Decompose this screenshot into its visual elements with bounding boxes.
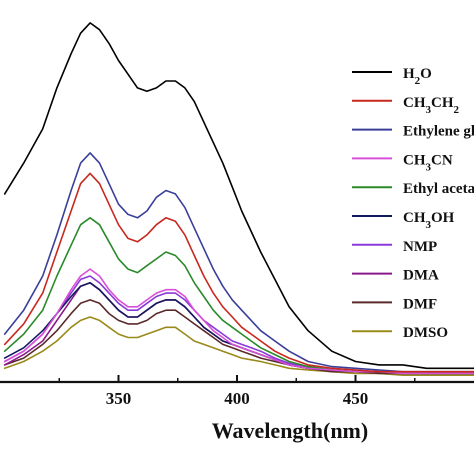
plot-lines [3, 22, 474, 377]
legend-label: CH3CN [403, 152, 453, 173]
legend-label: DMA [403, 268, 439, 284]
legend-item-3: CH3CN [352, 152, 453, 173]
legend-item-9: DMSO [352, 325, 448, 341]
x-ticks: 350 400 450 [58, 375, 416, 408]
x-tick-label-1: 400 [224, 389, 250, 408]
legend-item-6: NMP [352, 239, 437, 255]
legend-item-1: CH3CH2 [352, 95, 460, 116]
series-line-2 [3, 152, 474, 373]
series-line-8 [3, 299, 474, 375]
series-line-3 [3, 268, 474, 375]
series-line-0 [3, 22, 474, 370]
x-tick-label-0: 350 [106, 389, 132, 408]
legend-label: CH3OH [403, 210, 455, 231]
legend-label: Ethylene glycol [403, 124, 474, 140]
legend-label: CH3CH2 [403, 95, 460, 116]
legend-label: Ethyl acetate [403, 181, 474, 197]
legend-item-8: DMF [352, 296, 437, 312]
legend-item-0: H2O [352, 66, 432, 87]
legend-item-2: Ethylene glycol [352, 124, 474, 140]
series-line-1 [3, 172, 474, 373]
x-tick-label-2: 450 [343, 389, 369, 408]
legend: H2O CH3CH2 Ethylene glycol CH3CN Ethyl aceta… [352, 66, 474, 341]
legend-item-5: CH3OH [352, 210, 455, 231]
legend-item-4: Ethyl acetate [352, 181, 474, 197]
legend-label: DMF [403, 296, 437, 312]
x-axis-title: Wavelength(nm) [212, 418, 368, 443]
legend-label: NMP [403, 239, 437, 255]
legend-item-7: DMA [352, 268, 439, 284]
legend-label: DMSO [403, 325, 448, 341]
legend-label: H2O [403, 66, 432, 87]
